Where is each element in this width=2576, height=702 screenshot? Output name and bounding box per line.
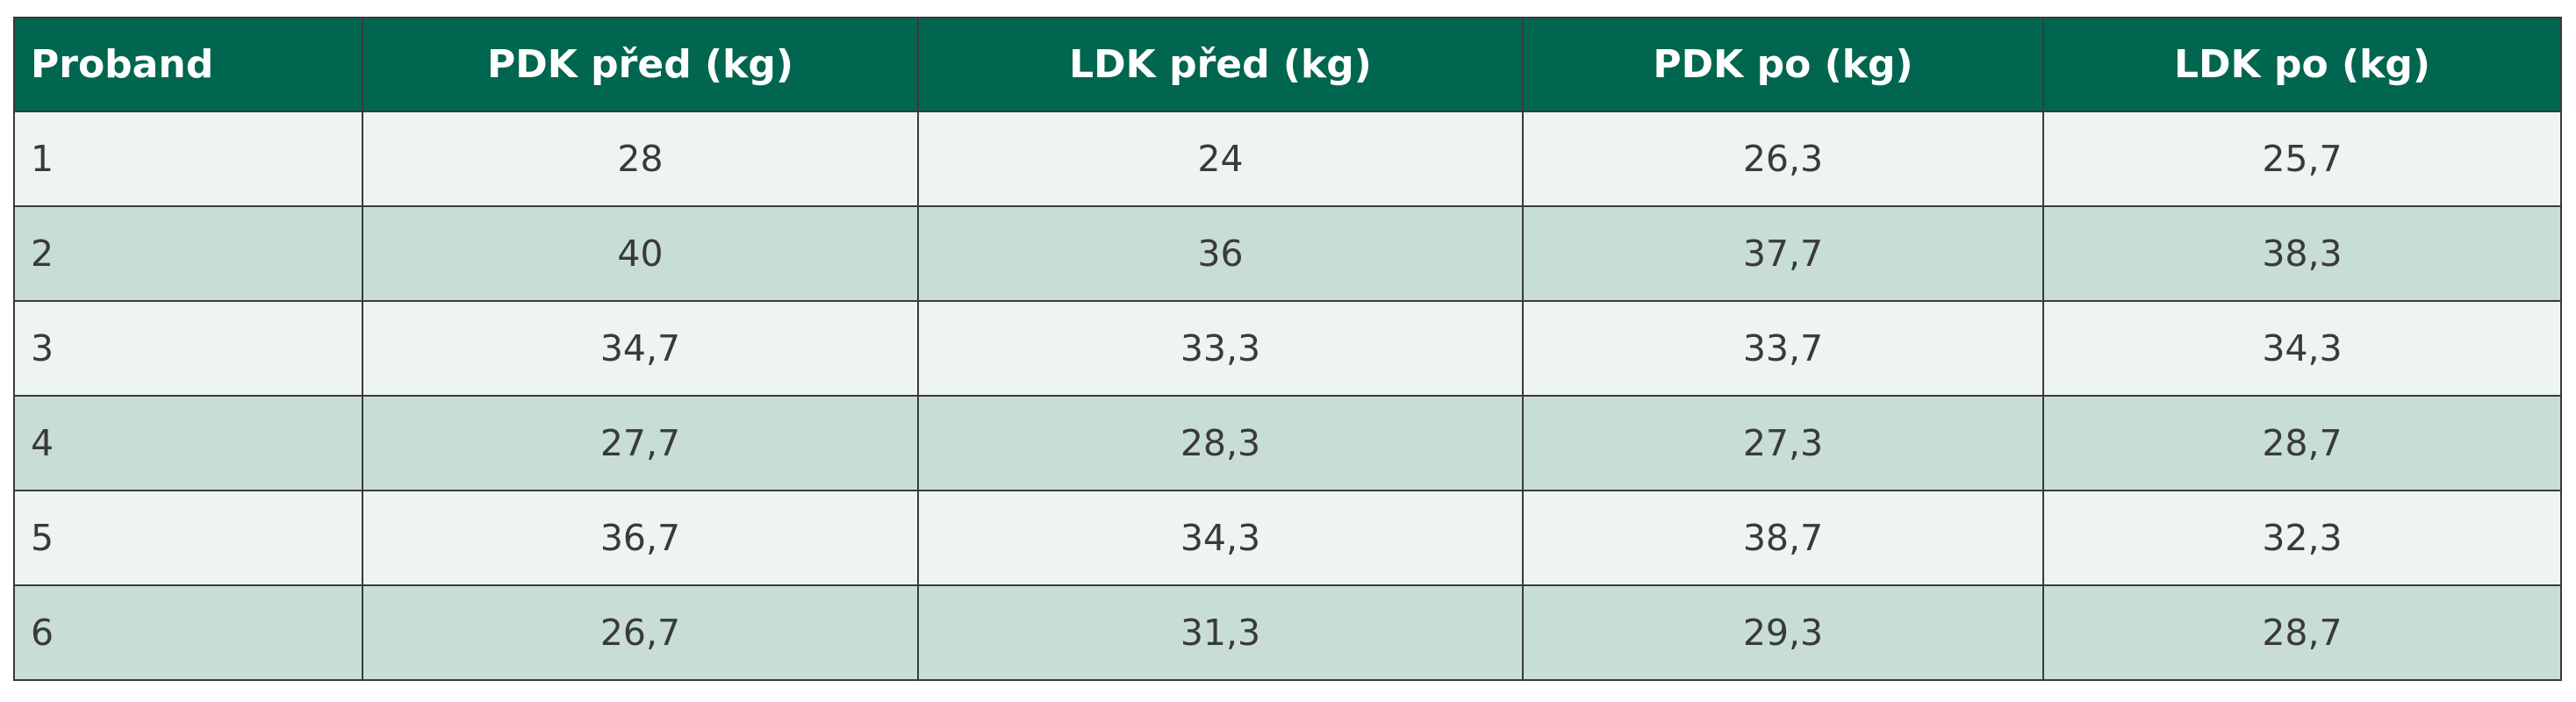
value-cell: 24 (917, 111, 1524, 207)
value-cell: 28 (362, 111, 919, 207)
value-cell: 28,7 (2042, 395, 2562, 491)
row-label-cell: 4 (13, 395, 363, 491)
value-cell: 37,7 (1522, 205, 2044, 302)
row-label-cell: 1 (13, 111, 363, 207)
table-row: 2 40 36 37,7 38,3 (13, 205, 2562, 302)
header-cell: PDK po (kg) (1522, 17, 2044, 112)
data-table: Proband PDK před (kg) LDK před (kg) PDK po … (13, 17, 2562, 681)
value-cell: 26,7 (362, 584, 919, 681)
value-cell: 33,3 (917, 300, 1524, 397)
row-label-cell: 6 (13, 584, 363, 681)
table-body: 1 28 24 26,3 25,7 2 40 36 37,7 38,3 3 34,7 33,3 33,7 3… (13, 111, 2562, 681)
value-cell: 36 (917, 205, 1524, 302)
value-cell: 32,3 (2042, 490, 2562, 586)
header-cell: LDK před (kg) (917, 17, 1524, 112)
value-cell: 38,7 (1522, 490, 2044, 586)
value-cell: 36,7 (362, 490, 919, 586)
value-cell: 34,3 (2042, 300, 2562, 397)
header-cell: PDK před (kg) (362, 17, 919, 112)
value-cell: 34,7 (362, 300, 919, 397)
header-cell: Proband (13, 17, 363, 112)
table-row: 5 36,7 34,3 38,7 32,3 (13, 490, 2562, 586)
value-cell: 38,3 (2042, 205, 2562, 302)
table-row: 4 27,7 28,3 27,3 28,7 (13, 395, 2562, 491)
table-row: 1 28 24 26,3 25,7 (13, 111, 2562, 207)
table-row: 3 34,7 33,3 33,7 34,3 (13, 300, 2562, 397)
table-header: Proband PDK před (kg) LDK před (kg) PDK po … (13, 17, 2562, 112)
value-cell: 28,3 (917, 395, 1524, 491)
row-label-cell: 3 (13, 300, 363, 397)
header-row: Proband PDK před (kg) LDK před (kg) PDK po … (13, 17, 2562, 112)
value-cell: 33,7 (1522, 300, 2044, 397)
value-cell: 27,3 (1522, 395, 2044, 491)
value-cell: 27,7 (362, 395, 919, 491)
row-label-cell: 2 (13, 205, 363, 302)
value-cell: 28,7 (2042, 584, 2562, 681)
value-cell: 29,3 (1522, 584, 2044, 681)
value-cell: 40 (362, 205, 919, 302)
table-row: 6 26,7 31,3 29,3 28,7 (13, 584, 2562, 681)
header-cell: LDK po (kg) (2042, 17, 2562, 112)
row-label-cell: 5 (13, 490, 363, 586)
value-cell: 34,3 (917, 490, 1524, 586)
value-cell: 25,7 (2042, 111, 2562, 207)
value-cell: 26,3 (1522, 111, 2044, 207)
value-cell: 31,3 (917, 584, 1524, 681)
